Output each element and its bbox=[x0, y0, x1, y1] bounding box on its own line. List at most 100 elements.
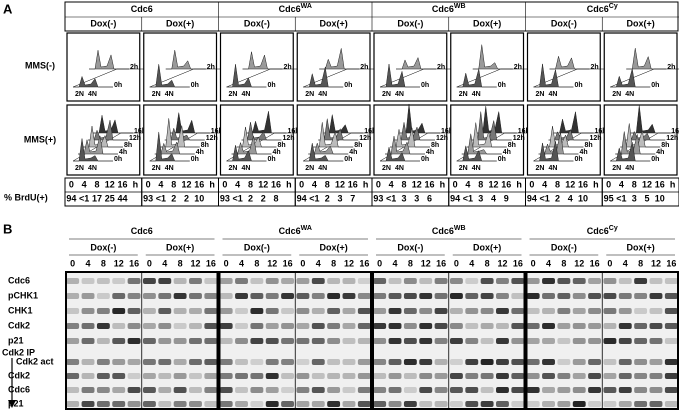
blot-band bbox=[189, 359, 202, 365]
header-frame bbox=[64, 1, 679, 32]
trace-label: 2h bbox=[284, 64, 292, 71]
trace-label: 16h bbox=[288, 128, 300, 135]
blot-band bbox=[96, 373, 110, 379]
blot-band bbox=[265, 373, 279, 379]
ploidy-label: 2N bbox=[536, 91, 545, 98]
time-label: 16 bbox=[271, 179, 281, 189]
trace-label: 8h bbox=[354, 142, 362, 149]
ploidy-label: 2N bbox=[382, 91, 391, 98]
blot-band bbox=[204, 278, 218, 284]
blot-band bbox=[649, 373, 663, 379]
time-label: 12 bbox=[258, 179, 268, 189]
blot-band bbox=[235, 359, 248, 365]
blot-band bbox=[480, 278, 494, 284]
blot-band bbox=[158, 308, 172, 314]
ploidy-label: 4N bbox=[165, 91, 174, 98]
blot-band bbox=[664, 308, 678, 314]
time-label: 0 bbox=[377, 258, 382, 268]
histogram-trace bbox=[549, 56, 590, 70]
histogram-trace bbox=[533, 63, 574, 88]
group-header: Cdc6WB bbox=[432, 225, 466, 237]
blot-band bbox=[265, 293, 279, 299]
time-unit: h bbox=[286, 179, 292, 189]
blot-band bbox=[327, 338, 341, 344]
trace-label: 4h bbox=[273, 149, 281, 156]
histogram-trace bbox=[323, 114, 364, 134]
blot-band bbox=[511, 278, 525, 284]
ploidy-label: 2N bbox=[459, 91, 468, 98]
blot-band bbox=[81, 278, 95, 284]
ploidy-label: 2N bbox=[612, 91, 621, 98]
brdu-value: 17 bbox=[92, 193, 102, 203]
brdu-value: 93 bbox=[143, 193, 153, 203]
histogram-trace bbox=[626, 48, 667, 70]
time-label: 16 bbox=[118, 179, 128, 189]
blot-band bbox=[158, 278, 172, 284]
blot-band bbox=[572, 359, 586, 365]
blot-band bbox=[281, 387, 295, 393]
ploidy-label: 4N bbox=[242, 91, 251, 98]
histogram-trace bbox=[472, 44, 513, 70]
blot-band bbox=[204, 308, 218, 314]
ploidy-label: 2N bbox=[305, 91, 314, 98]
histogram-trace bbox=[226, 64, 267, 88]
blot-band bbox=[142, 359, 156, 365]
blot-band bbox=[373, 373, 387, 379]
blot-band bbox=[296, 401, 310, 407]
blot-band bbox=[112, 293, 126, 299]
brdu-value: 6 bbox=[427, 193, 432, 203]
time-label: 16 bbox=[501, 179, 511, 189]
time-label: 12 bbox=[421, 258, 431, 268]
blot-band bbox=[664, 373, 678, 379]
blot-band bbox=[142, 373, 156, 379]
blot-band bbox=[81, 338, 95, 344]
blot-band bbox=[388, 359, 402, 365]
group-header: Cdc6WA bbox=[279, 225, 312, 237]
blot-band bbox=[96, 308, 110, 314]
blot-band bbox=[572, 387, 586, 393]
blot-label: Cdk2 bbox=[8, 320, 30, 330]
histogram-trace bbox=[313, 122, 354, 148]
blot-band bbox=[112, 387, 126, 393]
blot-band bbox=[557, 359, 571, 365]
blot-band bbox=[664, 401, 678, 407]
trace-label: 0h bbox=[498, 156, 506, 163]
blot-band bbox=[296, 387, 310, 393]
blot-band bbox=[434, 308, 448, 314]
brdu-value: 2 bbox=[555, 193, 560, 203]
trace-label: 0h bbox=[268, 156, 276, 163]
blot-band bbox=[250, 308, 264, 314]
blot-band bbox=[158, 338, 172, 344]
blot-band bbox=[81, 323, 95, 329]
blot-band bbox=[81, 308, 95, 314]
blot-band bbox=[342, 387, 356, 393]
blot-band bbox=[634, 323, 648, 329]
time-label: 4 bbox=[162, 258, 167, 268]
blot-band bbox=[357, 401, 371, 407]
blot-band bbox=[664, 323, 678, 329]
blot-band bbox=[388, 373, 402, 379]
blot-band bbox=[327, 401, 341, 407]
blot-band bbox=[112, 359, 126, 365]
ploidy-label: 4N bbox=[318, 165, 327, 172]
blot-band bbox=[526, 359, 540, 365]
time-label: 0 bbox=[299, 179, 304, 189]
brdu-value: 94 bbox=[66, 193, 76, 203]
histogram-trace bbox=[241, 122, 282, 141]
blot-band bbox=[465, 308, 479, 314]
ploidy-label: 2N bbox=[536, 165, 545, 172]
trace-label: 0h bbox=[651, 156, 659, 163]
blot-band bbox=[112, 373, 126, 379]
histogram-trace bbox=[159, 118, 200, 148]
blot-band bbox=[142, 323, 156, 329]
group-header: Cdc6WA bbox=[279, 3, 312, 15]
group-name: Cdc6 bbox=[279, 4, 301, 14]
blot-band bbox=[96, 323, 110, 329]
trace-label: 16h bbox=[441, 128, 453, 135]
brdu-value: 2 bbox=[248, 193, 253, 203]
time-unit: h bbox=[670, 179, 676, 189]
blot-band bbox=[158, 401, 172, 407]
ploidy-label: 4N bbox=[549, 165, 558, 172]
time-label: 12 bbox=[565, 179, 575, 189]
blot-band bbox=[281, 373, 295, 379]
